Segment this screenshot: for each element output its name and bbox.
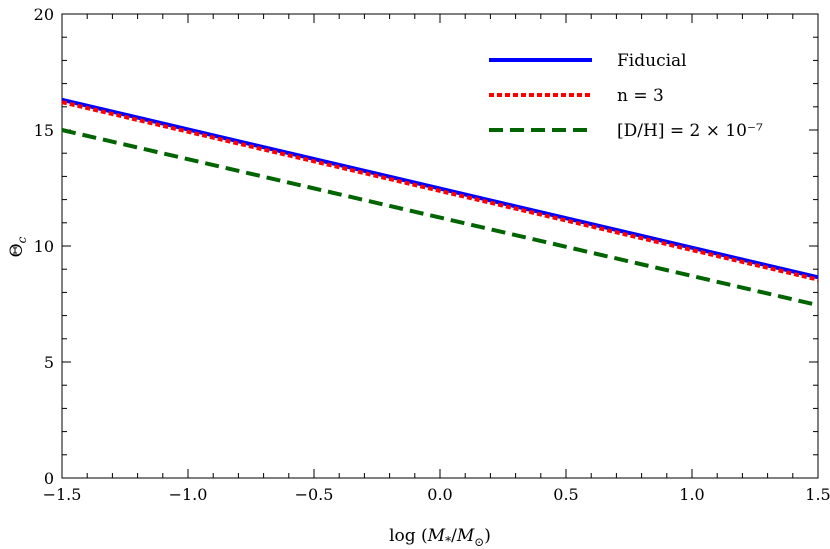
y-tick-label: 15 [34,121,54,140]
legend-label-1: n = 3 [617,86,664,106]
legend-label-0: Fiducial [617,51,687,71]
series [61,97,819,308]
plot-frame [61,13,819,479]
x-axis-label: log (M*/M⊙) [389,526,491,549]
y-tick-label: 0 [44,469,54,488]
x-tick-label: 0.5 [553,485,578,504]
y-axis-label: Θc [7,236,29,257]
ticks: −1.5 −1.0 −0.5 0.0 0.5 1.0 1.5 0 5 10 15 20 [34,5,830,504]
y-tick-label: 5 [44,353,54,372]
x-tick-label: −1.5 [43,485,82,504]
x-tick-label: −1.0 [169,485,208,504]
x-tick-label: −0.5 [295,485,334,504]
series-line-0 [61,97,819,280]
series-line-2 [61,128,819,308]
x-tick-label: 0.0 [427,485,452,504]
x-tick-label: 1.5 [805,485,830,504]
legend-label-2: [D/H] = 2 × 10⁻⁷ [617,121,763,141]
series-line-1 [61,100,819,282]
y-tick-label: 20 [34,5,54,24]
legend: Fiducial n = 3 [D/H] = 2 × 10⁻⁷ [489,51,763,141]
x-tick-label: 1.0 [679,485,704,504]
y-tick-label: 10 [34,237,54,256]
